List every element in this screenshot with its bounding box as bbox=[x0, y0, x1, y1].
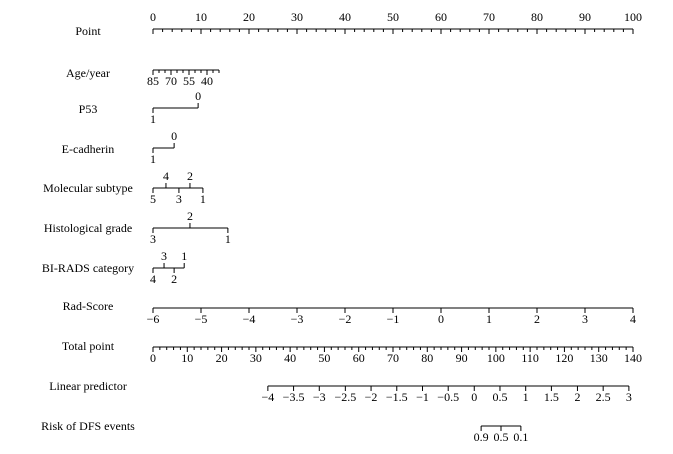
row-label: Risk of DFS events bbox=[41, 419, 135, 433]
row-label: P53 bbox=[79, 102, 98, 116]
tick-label: 0.1 bbox=[513, 430, 528, 444]
row-label: Linear predictor bbox=[49, 379, 127, 393]
tick-label: −5 bbox=[195, 312, 208, 326]
tick-label: 40 bbox=[339, 10, 351, 24]
tick-label: 1 bbox=[150, 152, 156, 166]
tick-label: 5 bbox=[150, 192, 156, 206]
tick-label: −3.5 bbox=[283, 390, 305, 404]
tick-label: 4 bbox=[150, 272, 156, 286]
tick-label: 30 bbox=[291, 10, 303, 24]
tick-label: 90 bbox=[456, 351, 468, 365]
tick-label: 70 bbox=[165, 74, 177, 88]
tick-label: 30 bbox=[250, 351, 262, 365]
tick-label: −3 bbox=[313, 390, 326, 404]
tick-label: 2 bbox=[187, 169, 193, 183]
tick-label: 2 bbox=[534, 312, 540, 326]
tick-label: 1.5 bbox=[544, 390, 559, 404]
tick-label: 50 bbox=[387, 10, 399, 24]
tick-label: −1 bbox=[416, 390, 429, 404]
tick-label: 1 bbox=[200, 192, 206, 206]
tick-label: 2.5 bbox=[596, 390, 611, 404]
tick-label: 60 bbox=[353, 351, 365, 365]
tick-label: −0.5 bbox=[437, 390, 459, 404]
row-label: E-cadherin bbox=[62, 142, 115, 156]
tick-label: 2 bbox=[171, 272, 177, 286]
row-label: BI-RADS category bbox=[42, 261, 134, 275]
tick-label: 40 bbox=[201, 74, 213, 88]
tick-label: −2 bbox=[365, 390, 378, 404]
tick-label: 100 bbox=[487, 351, 505, 365]
tick-label: 40 bbox=[284, 351, 296, 365]
row-label: Total point bbox=[62, 339, 115, 353]
tick-label: 60 bbox=[435, 10, 447, 24]
row-label: Age/year bbox=[66, 66, 110, 80]
tick-label: 3 bbox=[626, 390, 632, 404]
tick-label: −2 bbox=[339, 312, 352, 326]
tick-label: 4 bbox=[630, 312, 636, 326]
tick-label: 80 bbox=[421, 351, 433, 365]
tick-label: 4 bbox=[163, 169, 169, 183]
tick-label: 0 bbox=[471, 390, 477, 404]
tick-label: 80 bbox=[531, 10, 543, 24]
tick-label: 140 bbox=[624, 351, 642, 365]
tick-label: 70 bbox=[483, 10, 495, 24]
tick-label: −3 bbox=[291, 312, 304, 326]
tick-label: 2 bbox=[574, 390, 580, 404]
tick-label: 0.5 bbox=[494, 430, 509, 444]
tick-label: 10 bbox=[195, 10, 207, 24]
row-label: Molecular subtype bbox=[43, 181, 133, 195]
tick-label: 0 bbox=[171, 129, 177, 143]
tick-label: 1 bbox=[486, 312, 492, 326]
tick-label: 0 bbox=[195, 89, 201, 103]
tick-label: 1 bbox=[150, 112, 156, 126]
tick-label: 0 bbox=[150, 10, 156, 24]
tick-label: 3 bbox=[176, 192, 182, 206]
tick-label: 10 bbox=[181, 351, 193, 365]
row-label: Histological grade bbox=[44, 221, 132, 235]
tick-label: 20 bbox=[243, 10, 255, 24]
tick-label: 85 bbox=[147, 74, 159, 88]
tick-label: 120 bbox=[555, 351, 573, 365]
tick-label: 130 bbox=[590, 351, 608, 365]
tick-label: 1 bbox=[523, 390, 529, 404]
tick-label: −6 bbox=[147, 312, 160, 326]
tick-label: 0 bbox=[150, 351, 156, 365]
tick-label: 2 bbox=[187, 209, 193, 223]
tick-label: 0.5 bbox=[492, 390, 507, 404]
tick-label: 50 bbox=[318, 351, 330, 365]
tick-label: −1.5 bbox=[386, 390, 408, 404]
tick-label: −4 bbox=[261, 390, 274, 404]
row-label: Rad-Score bbox=[63, 299, 114, 313]
tick-label: 110 bbox=[521, 351, 539, 365]
tick-label: 55 bbox=[183, 74, 195, 88]
tick-label: 3 bbox=[161, 249, 167, 263]
tick-label: −1 bbox=[387, 312, 400, 326]
row-label: Point bbox=[75, 24, 101, 38]
tick-label: 0.9 bbox=[474, 430, 489, 444]
tick-label: 90 bbox=[579, 10, 591, 24]
tick-label: 0 bbox=[438, 312, 444, 326]
tick-label: 20 bbox=[216, 351, 228, 365]
tick-label: 70 bbox=[387, 351, 399, 365]
tick-label: 3 bbox=[582, 312, 588, 326]
tick-label: 3 bbox=[150, 232, 156, 246]
tick-label: 1 bbox=[225, 232, 231, 246]
tick-label: 1 bbox=[181, 249, 187, 263]
tick-label: 100 bbox=[624, 10, 642, 24]
tick-label: −2.5 bbox=[334, 390, 356, 404]
tick-label: −4 bbox=[243, 312, 256, 326]
